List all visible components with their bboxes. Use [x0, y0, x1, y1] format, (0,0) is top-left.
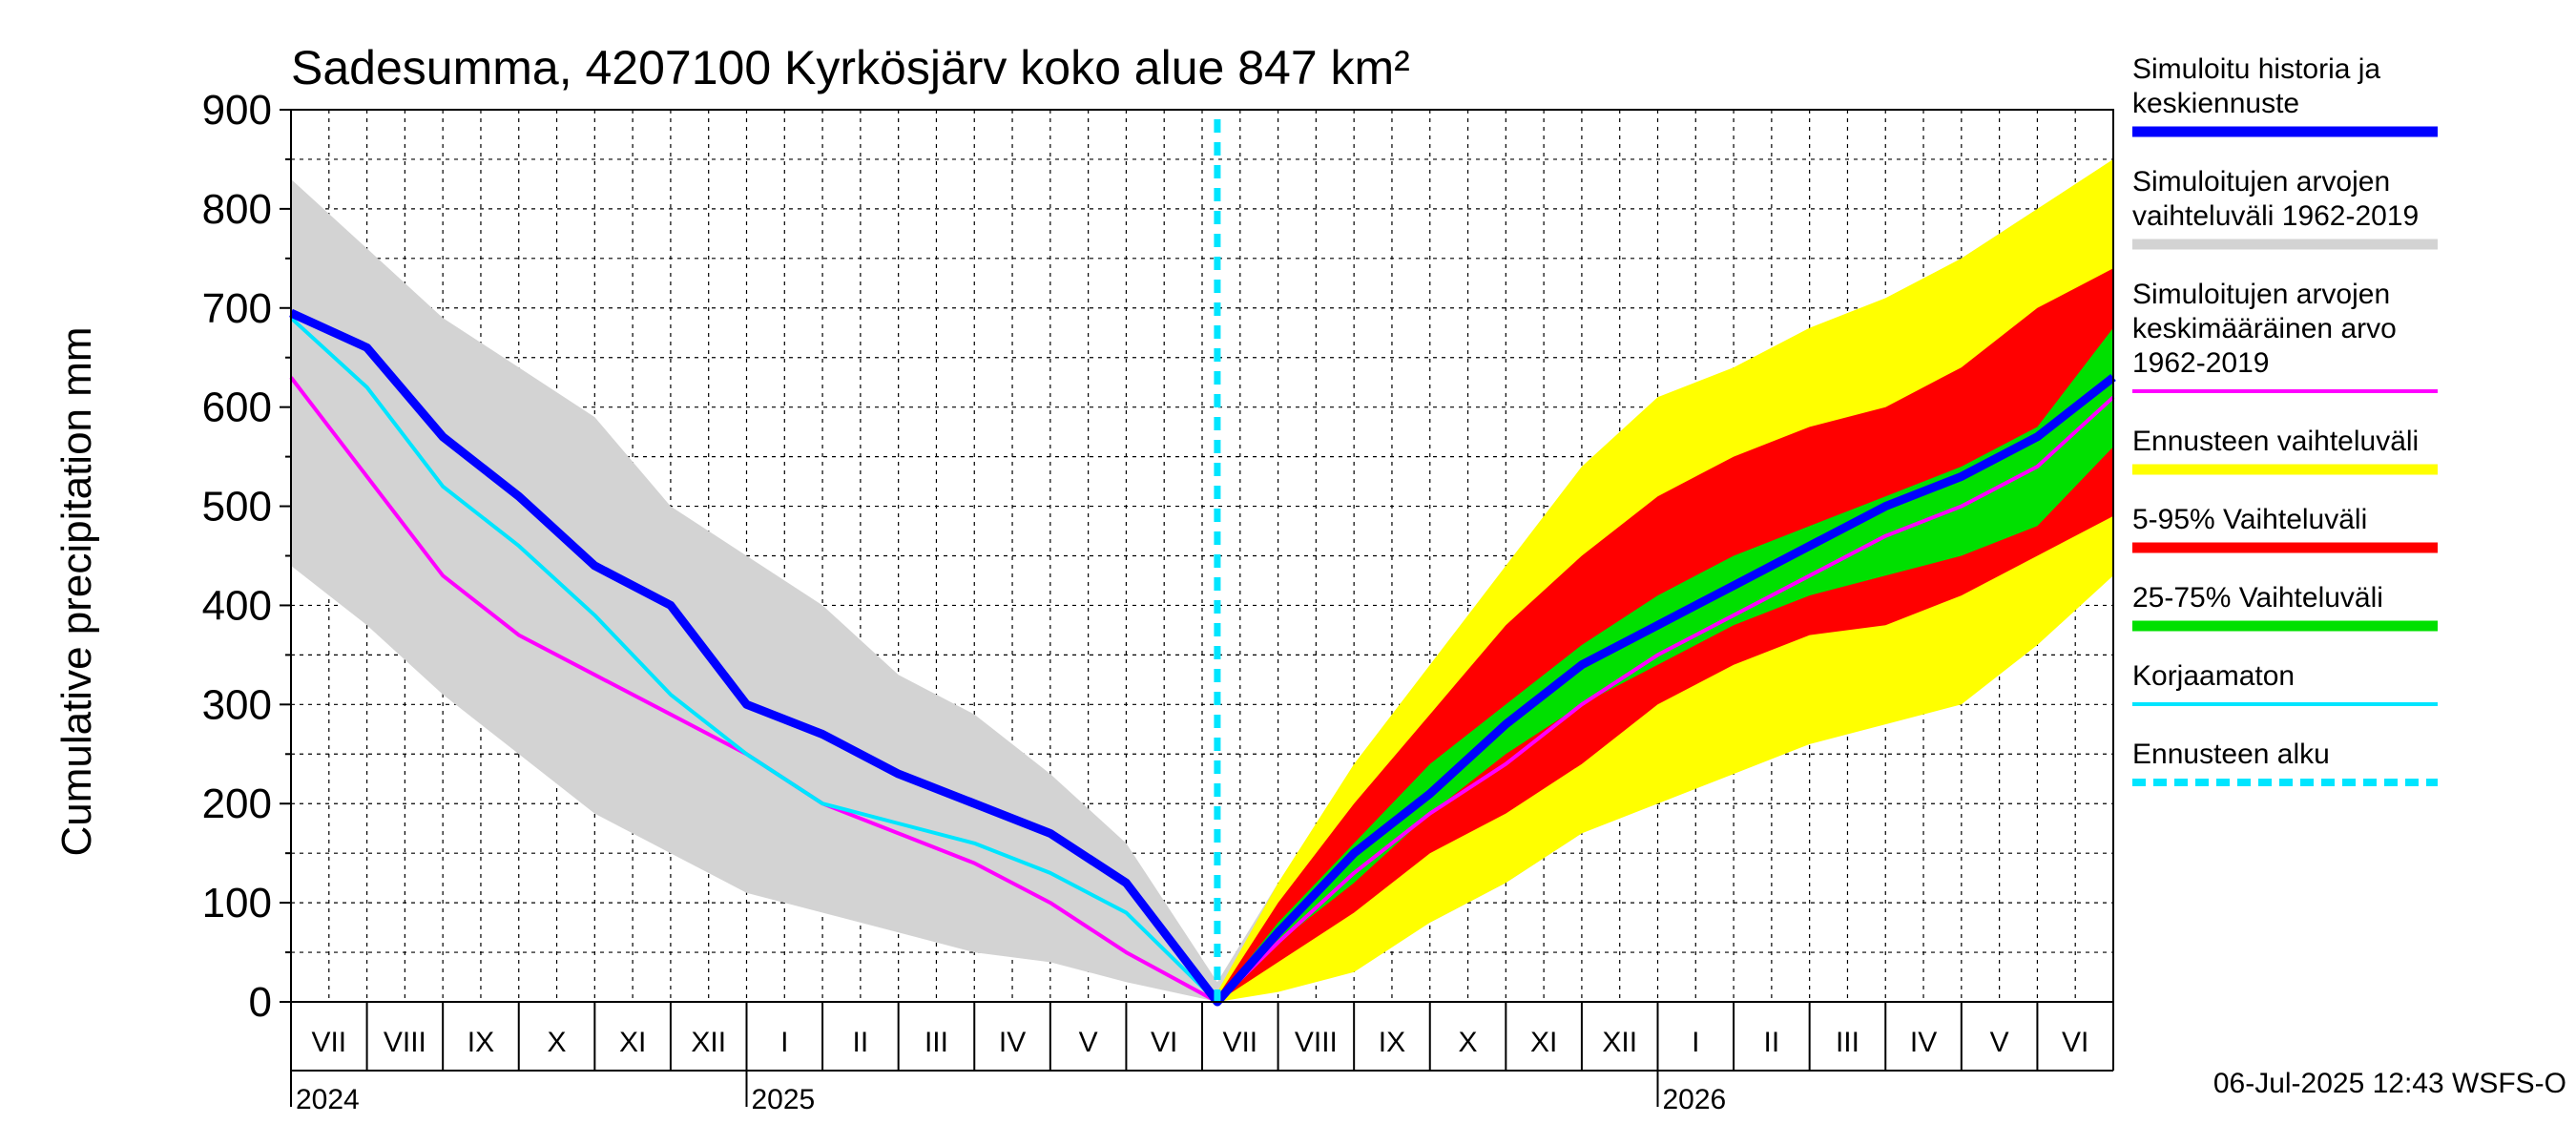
month-label: IX: [1379, 1027, 1405, 1058]
y-tick-label: 900: [202, 87, 272, 134]
y-tick-label: 0: [249, 979, 272, 1026]
month-label: II: [1764, 1027, 1780, 1058]
legend-label: Simuloitujen arvojen: [2132, 166, 2390, 198]
month-label: VI: [1151, 1027, 1177, 1058]
chart-title: Sadesumma, 4207100 Kyrkösjärv koko alue …: [291, 41, 1410, 94]
month-label: X: [548, 1027, 567, 1058]
y-tick-label: 600: [202, 385, 272, 431]
month-label: VII: [311, 1027, 346, 1058]
month-label: IV: [1910, 1027, 1937, 1058]
legend-label: keskiennuste: [2132, 88, 2299, 119]
bands: [291, 158, 2113, 1003]
year-label: 2026: [1663, 1084, 1727, 1115]
month-label: IV: [999, 1027, 1026, 1058]
month-label: I: [1692, 1027, 1699, 1058]
month-label: III: [924, 1027, 948, 1058]
y-tick-label: 200: [202, 781, 272, 827]
month-label: III: [1836, 1027, 1859, 1058]
y-axis-label: Cumulative precipitation mm: [53, 326, 100, 856]
year-label: 2024: [296, 1084, 360, 1115]
legend-label: 1962-2019: [2132, 347, 2269, 379]
y-tick-label: 100: [202, 880, 272, 926]
month-label: VI: [2062, 1027, 2088, 1058]
month-label: XII: [1602, 1027, 1637, 1058]
year-label: 2025: [752, 1084, 816, 1115]
legend-label: vaihteluväli 1962-2019: [2132, 200, 2419, 232]
y-tick-label: 400: [202, 582, 272, 629]
month-label: VIII: [1295, 1027, 1338, 1058]
month-label: V: [1990, 1027, 2009, 1058]
month-label: I: [780, 1027, 788, 1058]
month-label: V: [1079, 1027, 1098, 1058]
month-label: XII: [691, 1027, 726, 1058]
footer-timestamp: 06-Jul-2025 12:43 WSFS-O: [2213, 1068, 2566, 1099]
legend-label: Simuloitujen arvojen: [2132, 279, 2390, 310]
month-label: XI: [1530, 1027, 1557, 1058]
month-label: VII: [1222, 1027, 1257, 1058]
legend-label: keskimääräinen arvo: [2132, 313, 2397, 344]
y-tick-label: 500: [202, 484, 272, 531]
y-tick-label: 700: [202, 285, 272, 332]
month-label: IX: [467, 1027, 494, 1058]
month-label: VIII: [384, 1027, 426, 1058]
month-label: XI: [619, 1027, 646, 1058]
band-d3d3d3: [291, 178, 2113, 1002]
legend-label: Simuloitu historia ja: [2132, 53, 2380, 85]
series-line-00e5ff: [289, 316, 1219, 1004]
legend-label: Ennusteen alku: [2132, 739, 2330, 770]
legend-label: 25-75% Vaihteluväli: [2132, 582, 2383, 614]
month-label: X: [1459, 1027, 1478, 1058]
legend-label: 5-95% Vaihteluväli: [2132, 504, 2367, 535]
legend-label: Korjaamaton: [2132, 660, 2295, 692]
band-00e000: [1216, 327, 2113, 1003]
y-tick-label: 300: [202, 681, 272, 728]
legend-label: Ennusteen vaihteluväli: [2132, 426, 2419, 457]
month-label: II: [853, 1027, 869, 1058]
y-tick-label: 800: [202, 186, 272, 233]
